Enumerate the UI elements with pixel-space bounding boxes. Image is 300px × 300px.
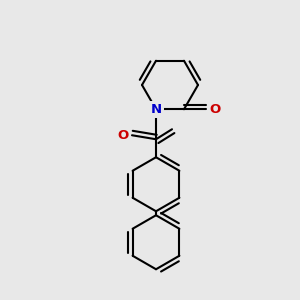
Text: O: O [117, 129, 129, 142]
Text: N: N [150, 103, 162, 116]
Text: O: O [209, 103, 220, 116]
